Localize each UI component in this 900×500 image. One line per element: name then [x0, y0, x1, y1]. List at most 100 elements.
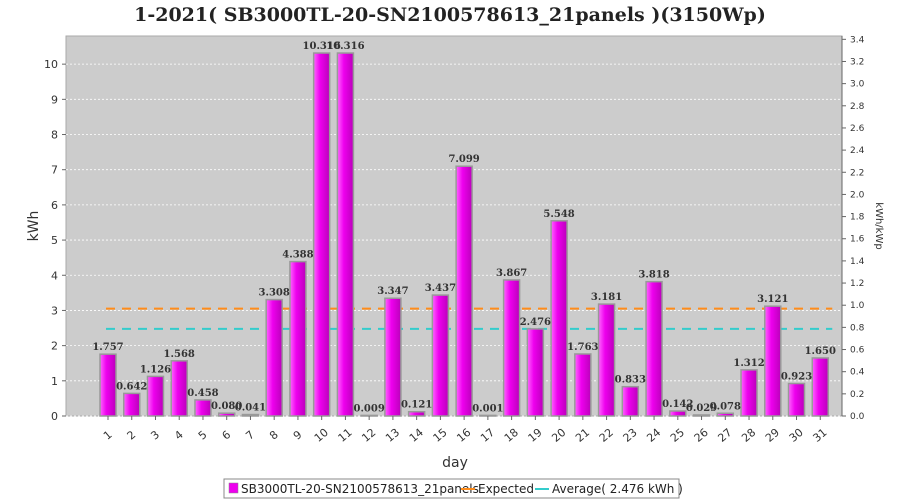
bar [146, 375, 165, 417]
bar [669, 410, 687, 417]
bar [194, 399, 212, 417]
legend: SB3000TL-20-SN2100578613_21panels Expect… [223, 478, 683, 499]
y-right-tick-label: 0.4 [850, 368, 865, 378]
data-label: 1.568 [164, 349, 195, 360]
x-tick-label: 30 [787, 426, 806, 445]
legend-series-swatch [228, 482, 239, 494]
bar [502, 279, 521, 417]
x-tick-label: 7 [243, 428, 257, 442]
x-tick-label: 24 [644, 426, 663, 445]
bar [170, 360, 188, 417]
x-tick-label: 27 [716, 426, 735, 445]
chart-title: 1-2021( SB3000TL-20-SN2100578613_21panel… [134, 4, 766, 26]
y-axis-right: 0.0 0.2 0.4 0.6 0.8 1.0 1.2 1.4 1.6 1.8 2.0 2.2 2.4 2… [841, 35, 865, 422]
bar [431, 294, 450, 417]
y-tick-label: 6 [51, 199, 58, 212]
data-label: 7.099 [448, 154, 479, 165]
data-label: 0.041 [235, 403, 266, 414]
bar [265, 298, 283, 417]
data-label: 10.316 [303, 41, 341, 52]
data-label: 1.312 [733, 358, 764, 369]
data-label: 4.388 [282, 250, 313, 261]
x-tick-label: 8 [267, 428, 281, 442]
data-label: 3.121 [757, 294, 788, 305]
bar [384, 297, 402, 417]
data-label: 0.642 [116, 381, 147, 392]
y-right-tick-label: 0.0 [850, 412, 865, 422]
data-label: 0.009 [353, 403, 384, 414]
y-tick-label: 4 [51, 269, 58, 282]
x-tick-label: 5 [196, 428, 210, 442]
x-tick-label: 12 [359, 426, 378, 445]
data-label: 3.181 [591, 292, 622, 303]
y-tick-label: 10 [44, 58, 58, 71]
y-tick-label: 9 [51, 93, 58, 106]
y-right-tick-label: 2.6 [850, 124, 865, 134]
bar [550, 220, 568, 417]
data-label: 0.923 [781, 372, 812, 383]
data-label: 0.458 [187, 388, 218, 399]
y-right-tick-label: 1.2 [850, 279, 864, 289]
x-tick-label: 28 [739, 426, 758, 445]
x-tick-label: 18 [502, 426, 521, 445]
data-label: 0.833 [615, 375, 646, 386]
y-right-tick-label: 3.0 [850, 80, 865, 90]
bar [479, 414, 497, 417]
y-axis-label: kWh [26, 211, 42, 242]
x-tick-label: 2 [125, 428, 139, 442]
data-label: 5.548 [543, 209, 574, 220]
x-tick-label: 1 [101, 428, 115, 442]
bar [99, 353, 117, 417]
legend-series-label: SB3000TL-20-SN2100578613_21panels [241, 482, 479, 496]
x-tick-label: 22 [597, 426, 616, 445]
bar [574, 353, 592, 417]
data-label: 2.476 [520, 317, 551, 328]
data-label: 0.001 [472, 403, 503, 414]
x-tick-label: 31 [810, 426, 829, 445]
y-right-tick-label: 0.6 [850, 346, 865, 356]
y-right-tick-label: 2.2 [850, 168, 864, 178]
y-tick-label: 0 [51, 410, 58, 423]
x-tick-label: 29 [763, 426, 782, 445]
bar [336, 52, 355, 417]
x-tick-label: 16 [454, 426, 473, 445]
x-tick-label: 26 [692, 426, 711, 445]
y-right-tick-label: 1.8 [850, 213, 865, 223]
bar [289, 260, 307, 417]
y-axis-right-label: kWh/kWp [873, 202, 884, 249]
y-tick-label: 1 [51, 375, 58, 388]
data-label: 3.818 [638, 270, 669, 281]
bar [740, 369, 758, 417]
data-label: 3.437 [425, 283, 456, 294]
y-right-tick-label: 1.0 [850, 301, 865, 311]
y-right-tick-label: 0.8 [850, 323, 865, 333]
x-tick-label: 11 [336, 426, 355, 445]
bar [692, 414, 711, 417]
bar [360, 414, 378, 417]
x-tick-label: 6 [220, 428, 234, 442]
data-label: 0.121 [401, 400, 432, 411]
bar [787, 382, 806, 417]
data-label: 0.080 [211, 401, 242, 412]
y-tick-label: 2 [51, 340, 58, 353]
bar [811, 357, 830, 417]
legend-box [223, 478, 680, 499]
data-label: 1.650 [805, 346, 836, 357]
x-tick-label: 17 [478, 426, 497, 445]
y-right-tick-label: 3.2 [850, 57, 864, 67]
data-label: 10.316 [326, 41, 364, 52]
data-label: 3.347 [377, 286, 408, 297]
y-right-tick-label: 1.6 [850, 235, 865, 245]
x-tick-label: 4 [172, 428, 186, 442]
bar [455, 165, 473, 417]
x-tick-label: 13 [383, 426, 402, 445]
y-right-tick-label: 0.2 [850, 390, 864, 400]
x-tick-label: 21 [573, 426, 592, 445]
bar [122, 392, 141, 417]
x-tick-label: 19 [526, 426, 545, 445]
bar [645, 280, 663, 417]
y-right-tick-label: 2.8 [850, 102, 865, 112]
